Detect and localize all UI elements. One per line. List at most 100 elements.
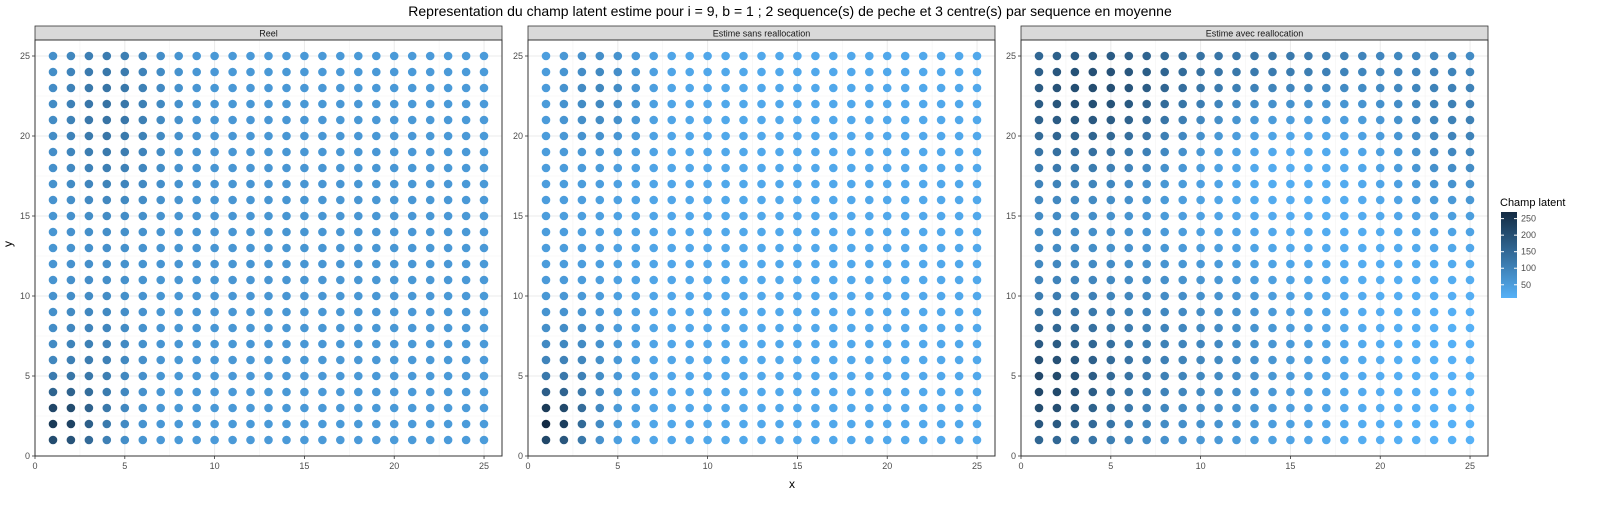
data-point (541, 147, 551, 157)
data-point (1447, 227, 1457, 237)
data-point (900, 211, 910, 221)
data-point (102, 99, 112, 109)
data-point (918, 435, 928, 445)
data-point (667, 179, 676, 189)
data-point (425, 163, 435, 173)
data-point (811, 243, 820, 253)
data-point (336, 179, 345, 189)
data-point (138, 99, 148, 109)
data-point (667, 83, 676, 93)
data-point (389, 355, 399, 365)
data-point (282, 291, 291, 301)
legend-tick-label: 150 (1521, 247, 1536, 257)
data-point (972, 67, 982, 77)
data-point (48, 419, 58, 429)
data-point (1088, 259, 1098, 269)
data-point (1340, 51, 1349, 61)
data-point (228, 323, 237, 333)
data-point (577, 355, 587, 365)
data-point (174, 419, 183, 429)
y-tick-label: 0 (25, 451, 30, 461)
data-point (1214, 211, 1223, 221)
data-point (1340, 355, 1349, 365)
data-point (120, 147, 130, 157)
data-point (48, 275, 58, 285)
data-point (1304, 115, 1313, 125)
data-point (1447, 371, 1457, 381)
data-point (775, 275, 784, 285)
data-point (1124, 243, 1134, 253)
data-point (425, 275, 435, 285)
data-point (829, 387, 838, 397)
data-point (829, 243, 838, 253)
data-point (228, 179, 237, 189)
data-point (336, 371, 345, 381)
data-point (1088, 323, 1098, 333)
y-tick-label: 0 (518, 451, 523, 461)
data-point (721, 147, 730, 157)
data-point (1286, 435, 1295, 445)
data-point (1268, 83, 1277, 93)
data-point (479, 387, 489, 397)
data-point (703, 403, 712, 413)
data-point (1214, 131, 1223, 141)
data-point (954, 99, 964, 109)
data-point (811, 371, 820, 381)
data-point (318, 99, 327, 109)
data-point (1340, 291, 1349, 301)
data-point (1465, 275, 1475, 285)
data-point (246, 99, 255, 109)
data-point (1358, 435, 1367, 445)
data-point (541, 67, 551, 77)
data-point (138, 339, 148, 349)
data-point (1070, 227, 1080, 237)
data-point (1232, 291, 1241, 301)
data-point (1070, 195, 1080, 205)
data-point (425, 371, 435, 381)
data-point (1232, 51, 1241, 61)
data-point (407, 371, 417, 381)
data-point (703, 339, 712, 349)
data-point (918, 195, 928, 205)
data-point (192, 243, 201, 253)
data-point (1160, 179, 1169, 189)
data-point (300, 83, 309, 93)
data-point (1465, 371, 1475, 381)
data-point (1268, 259, 1277, 269)
data-point (479, 275, 489, 285)
data-point (48, 195, 58, 205)
data-point (443, 131, 453, 141)
data-point (739, 371, 748, 381)
data-point (318, 371, 327, 381)
data-point (811, 179, 820, 189)
data-point (595, 435, 605, 445)
data-point (1106, 275, 1116, 285)
data-point (649, 371, 658, 381)
data-point (84, 403, 94, 413)
data-point (48, 83, 58, 93)
data-point (936, 131, 946, 141)
data-point (120, 99, 130, 109)
data-point (559, 291, 569, 301)
data-point (479, 179, 489, 189)
data-point (264, 339, 273, 349)
data-point (228, 307, 237, 317)
data-point (1411, 163, 1421, 173)
data-point (1411, 51, 1421, 61)
data-point (1070, 163, 1080, 173)
data-point (425, 419, 435, 429)
data-point (336, 211, 345, 221)
data-point (120, 307, 130, 317)
data-point (685, 387, 694, 397)
data-point (667, 211, 676, 221)
data-point (1106, 387, 1116, 397)
data-point (192, 259, 201, 269)
data-point (1196, 83, 1205, 93)
data-point (1358, 227, 1367, 237)
data-point (1411, 435, 1421, 445)
data-point (1214, 195, 1223, 205)
data-point (847, 387, 856, 397)
data-point (192, 403, 201, 413)
data-point (1286, 131, 1295, 141)
